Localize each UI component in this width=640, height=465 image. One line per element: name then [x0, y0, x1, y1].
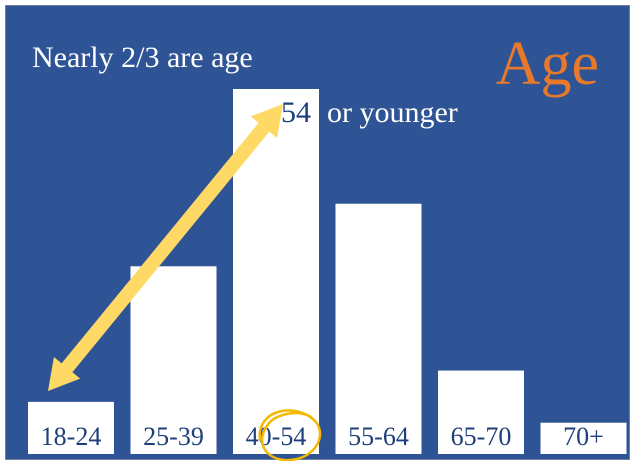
category-label-55-64: 55-64	[348, 422, 409, 451]
bar-70+	[540, 422, 627, 454]
bar-55-64	[335, 203, 422, 454]
category-label-65-70: 65-70	[451, 422, 512, 451]
category-label-70+: 70+	[563, 422, 604, 451]
caption-number: 54	[281, 96, 311, 129]
category-label-18-24: 18-24	[41, 422, 102, 451]
category-label-25-39: 25-39	[143, 422, 204, 451]
caption-line-1: Nearly 2/3 are age	[32, 41, 253, 74]
slide-background: Nearly 2/3 are age Age 18-24 25-39 40-54 55…	[5, 5, 630, 461]
bar-chart: 18-24 25-39 40-54 55-64 65-70 70+	[28, 89, 627, 461]
hand-drawn-circle-annotation	[258, 409, 322, 461]
bar-18-24	[28, 401, 114, 454]
bar-65-70	[438, 370, 524, 454]
category-label-40-54: 40-54	[246, 422, 307, 451]
chart-title: Age	[495, 30, 599, 98]
double-arrow-annotation	[48, 104, 283, 391]
caption-line-2: or younger	[327, 96, 458, 129]
bar-25-39	[130, 266, 217, 454]
